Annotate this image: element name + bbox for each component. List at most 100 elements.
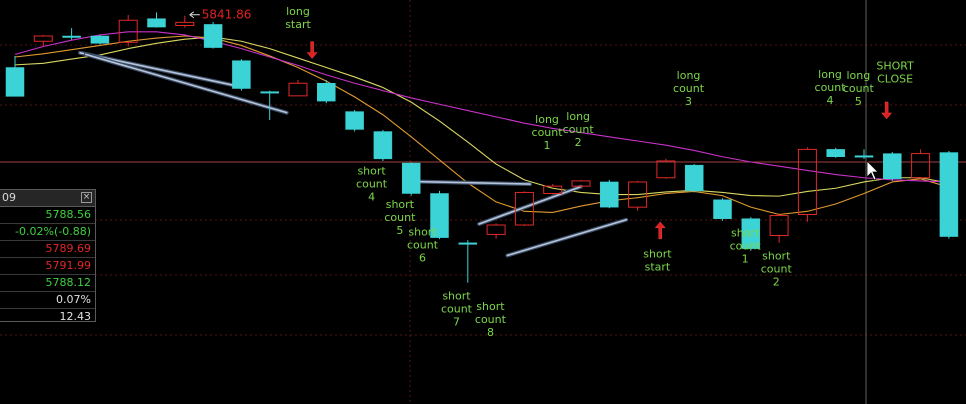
annotation-line: long <box>286 5 310 18</box>
annotation-9: long count 3 <box>673 69 705 108</box>
annotation-13: long count 4 <box>815 68 847 107</box>
annotation-10: short start <box>643 248 672 274</box>
candle-17 <box>458 240 478 283</box>
candle-26 <box>713 198 732 221</box>
trendline-2 <box>84 53 288 114</box>
annotation-line: count <box>532 126 564 139</box>
candle-25 <box>684 164 704 193</box>
candle-5 <box>118 15 138 47</box>
annotation-line: 2 <box>773 276 780 289</box>
candle-18 <box>486 223 506 239</box>
candle-8 <box>203 21 223 49</box>
annotation-line: 4 <box>368 191 375 204</box>
moving-averages <box>14 31 950 216</box>
annotation-line: count <box>843 82 875 95</box>
annotation-line: short <box>643 248 672 261</box>
info-panel-title: 09 <box>2 191 16 204</box>
annotation-line: long <box>818 68 842 81</box>
annotation-line: count <box>730 240 762 253</box>
mouse-cursor-icon <box>866 160 879 181</box>
trendline-5 <box>506 218 628 257</box>
candle-1 <box>5 55 25 97</box>
arrow-up-icon <box>654 221 666 240</box>
annotation-line: long <box>846 69 870 82</box>
annotation-14: long count 5 <box>843 69 875 108</box>
candle-4 <box>90 34 110 45</box>
candle-28 <box>769 213 789 243</box>
candle-11 <box>288 80 308 97</box>
annotation-line: start <box>285 18 311 31</box>
annotation-line: count <box>475 313 507 326</box>
annotation-line: short <box>762 250 791 263</box>
high-price-label: 5841.86 <box>202 8 252 22</box>
annotation-5: short count 7 <box>441 290 473 329</box>
annotation-line: 1 <box>544 139 551 152</box>
candle-12 <box>317 80 336 104</box>
arrow-down-icon <box>881 101 893 120</box>
moving-average-line-1 <box>14 36 950 197</box>
candle-7 <box>175 15 195 28</box>
annotation-line: 6 <box>419 252 426 265</box>
candle-23 <box>628 180 648 211</box>
annotation-12: short count 2 <box>761 250 793 289</box>
annotation-line: short <box>476 300 505 313</box>
annotation-2: short count 4 <box>356 165 388 204</box>
trendline-4 <box>478 185 582 225</box>
annotation-line: start <box>645 261 671 274</box>
annotation-11: short count 1 <box>730 227 762 266</box>
candles <box>5 12 959 283</box>
info-panel-header: 09 × <box>0 190 95 207</box>
candle-14 <box>373 129 393 161</box>
info-row-2: -0.02%(-0.88) <box>0 224 95 241</box>
annotation-line: 1 <box>742 253 749 266</box>
annotation-line: 8 <box>487 326 494 339</box>
candle-19 <box>514 191 534 227</box>
annotation-7: long count 1 <box>532 113 564 152</box>
annotation-line: 7 <box>453 316 460 329</box>
annotation-line: count <box>407 239 439 252</box>
annotation-line: count <box>441 303 473 316</box>
candle-33 <box>911 149 931 179</box>
annotation-8: long count 2 <box>563 110 595 149</box>
price-marker: 5841.86 <box>189 8 252 22</box>
candle-3 <box>62 28 81 40</box>
annotation-line: short <box>357 165 386 178</box>
close-icon[interactable]: × <box>81 192 92 203</box>
annotation-line: short <box>442 290 471 303</box>
info-row-5: 5788.12 <box>0 275 95 292</box>
annotation-15: SHORT CLOSE <box>876 60 914 86</box>
annotation-line: count <box>673 82 705 95</box>
info-row-6: 0.07% <box>0 292 95 309</box>
candle-34 <box>939 150 959 239</box>
arrow-down-icon <box>306 41 318 59</box>
annotation-line: 5 <box>396 224 403 237</box>
annotation-line: count <box>815 81 847 94</box>
candle-2 <box>33 34 53 47</box>
info-row-1: 5788.56 <box>0 207 95 224</box>
annotation-line: short <box>408 226 437 239</box>
high-pointer-icon <box>189 11 195 19</box>
candle-24 <box>656 158 676 179</box>
candle-6 <box>147 12 166 28</box>
annotation-line: 4 <box>827 94 834 107</box>
annotation-line: short <box>731 227 760 240</box>
annotation-line: SHORT <box>876 60 914 73</box>
annotation-line: count <box>356 178 388 191</box>
trendlines <box>78 50 629 258</box>
annotation-line: long <box>535 113 559 126</box>
signal-arrows <box>306 41 893 240</box>
candle-21 <box>571 179 591 188</box>
moving-average-line-2 <box>14 35 950 216</box>
annotation-line: long <box>677 69 701 82</box>
annotation-line: 5 <box>855 95 862 108</box>
trendline-3 <box>407 180 531 185</box>
candle-9 <box>232 59 251 91</box>
annotation-line: count <box>384 211 416 224</box>
annotation-line: 3 <box>685 95 692 108</box>
candle-32 <box>883 152 902 181</box>
info-row-4: 5791.99 <box>0 258 95 275</box>
annotation-1: long start <box>285 5 311 31</box>
